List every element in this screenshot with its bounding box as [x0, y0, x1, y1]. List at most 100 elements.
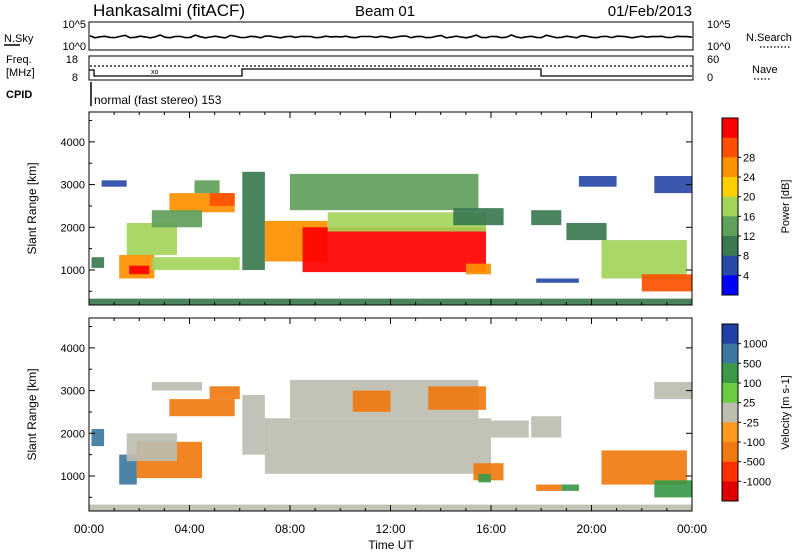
velocity-colorbar-swatch: [722, 402, 738, 423]
velocity-echo-region: [428, 386, 486, 410]
time-tick-label: 12:00: [375, 522, 405, 536]
velocity-colorbar-swatch: [722, 383, 738, 404]
time-axis: 00:00 04:00 08:00 12:00 16:00 20:00 00:00: [74, 522, 707, 536]
x-axis-title: Time UT: [368, 538, 414, 552]
noise-left-tick-top: 10^5: [62, 19, 86, 31]
velocity-colorbar-swatch: [722, 481, 738, 502]
velocity-colorbar: 1000 500 100 25 -25 -100 -500 -1000 Velocity [m …: [721, 323, 792, 502]
freq-marker: xo: [151, 69, 159, 76]
cpid-text: normal (fast stereo) 153: [94, 93, 222, 107]
time-tick-label: 04:00: [174, 522, 204, 536]
power-colorbar-tick-label: 8: [743, 251, 749, 263]
velocity-echo-region: [91, 429, 105, 447]
power-echo-region: [126, 223, 177, 255]
freq-label-2: [MHz]: [6, 67, 35, 79]
power-echo-region: [566, 223, 607, 241]
velocity-colorbar-tick-label: -1000: [743, 476, 771, 488]
noise-sky-label: N.Sky: [4, 33, 34, 45]
power-colorbar-swatch: [722, 157, 738, 178]
velocity-echo-region: [601, 450, 687, 485]
velocity-y-tick-label: 4000: [61, 343, 85, 355]
power-colorbar: 4 8 12 16 20 24 28 Power [dB]: [721, 117, 792, 296]
time-tick-label: 16:00: [476, 522, 506, 536]
nave-right-tick-bottom: 0: [707, 72, 713, 84]
freq-left-tick-top: 18: [66, 54, 78, 66]
power-y-tick-label: 2000: [61, 222, 85, 234]
power-y-tick-label: 4000: [61, 137, 85, 149]
velocity-y-tick-label: 1000: [61, 471, 85, 483]
noise-sky-line: [89, 34, 693, 39]
noise-left-tick-bottom: 10^0: [62, 41, 86, 53]
power-colorbar-tick-label: 24: [743, 172, 755, 184]
power-colorbar-tick-label: 4: [743, 270, 749, 282]
velocity-echo-region: [209, 386, 240, 400]
power-colorbar-label: Power [dB]: [780, 180, 792, 234]
power-echo-region: [290, 173, 479, 211]
velocity-echo-region: [654, 382, 692, 400]
power-echo-region: [194, 180, 220, 194]
velocity-colorbar-label: Velocity [m s-1]: [780, 375, 792, 450]
velocity-echo-region: [531, 416, 562, 438]
velocity-colorbar-swatch: [722, 343, 738, 364]
velocity-echo-region: [654, 480, 692, 498]
power-colorbar-swatch: [722, 275, 738, 296]
velocity-colorbar-tick-label: -100: [743, 437, 765, 449]
velocity-colorbar-tick-label: -25: [743, 417, 759, 429]
noise-right-tick-bottom: 10^0: [707, 41, 731, 53]
power-echo-region: [654, 176, 692, 194]
power-colorbar-tick-label: 20: [743, 192, 755, 204]
power-colorbar-swatch: [722, 196, 738, 217]
power-colorbar-swatch: [722, 177, 738, 198]
power-echo-region: [209, 193, 235, 206]
time-tick-label: 20:00: [576, 522, 606, 536]
velocity-colorbar-tick-label: 1000: [743, 339, 767, 351]
station-title: Hankasalmi (fitACF): [93, 1, 245, 20]
velocity-panel: 1000 2000 3000 4000 Slant Range [km]: [25, 317, 693, 512]
velocity-colorbar-tick-label: 500: [743, 358, 761, 370]
power-echo-region: [151, 257, 240, 270]
velocity-echo-region: [264, 418, 491, 474]
time-tick-label: 00:00: [677, 522, 707, 536]
velocity-y-axis-title: Slant Range [km]: [25, 368, 39, 460]
noise-search-label: N.Search: [746, 32, 792, 44]
beam-title: Beam 01: [355, 3, 415, 20]
velocity-echo-region: [352, 390, 391, 412]
power-echo-region: [531, 210, 562, 226]
velocity-colorbar-tick-label: 100: [743, 378, 761, 390]
velocity-colorbar-swatch: [722, 461, 738, 482]
power-echo-region: [536, 278, 579, 283]
velocity-echo-region: [561, 484, 579, 491]
velocity-echo-region: [242, 394, 265, 455]
velocity-echo-region: [536, 484, 562, 491]
velocity-echo-region: [119, 454, 137, 485]
time-tick-label: 08:00: [275, 522, 305, 536]
time-tick-label: 00:00: [74, 522, 104, 536]
power-colorbar-swatch: [722, 118, 738, 139]
power-echo-region: [601, 240, 687, 279]
velocity-colorbar-swatch: [722, 363, 738, 384]
power-colorbar-swatch: [722, 216, 738, 237]
power-echo-region: [91, 257, 105, 268]
power-colorbar-swatch: [722, 137, 738, 158]
noise-panel-frame: [88, 21, 694, 51]
velocity-echo-region: [151, 382, 203, 391]
power-colorbar-frame: [721, 117, 739, 296]
power-echo-region: [465, 263, 491, 275]
velocity-colorbar-tick-label: -500: [743, 457, 765, 469]
power-y-tick-label: 1000: [61, 265, 85, 277]
velocity-colorbar-tick-label: 25: [743, 398, 755, 410]
velocity-y-tick-label: 3000: [61, 386, 85, 398]
velocity-colorbar-swatch: [722, 422, 738, 443]
power-echo-region: [453, 208, 504, 226]
freq-label-1: Freq.: [6, 54, 32, 66]
power-colorbar-swatch: [722, 236, 738, 257]
power-colorbar-tick-label: 16: [743, 211, 755, 223]
power-y-tick-label: 3000: [61, 180, 85, 192]
velocity-echo-region: [491, 420, 529, 438]
velocity-echo-region: [126, 433, 177, 462]
velocity-y-tick-label: 2000: [61, 428, 85, 440]
power-echo-region: [101, 180, 127, 187]
power-echo-region: [641, 274, 693, 292]
power-echo-region: [151, 210, 203, 228]
